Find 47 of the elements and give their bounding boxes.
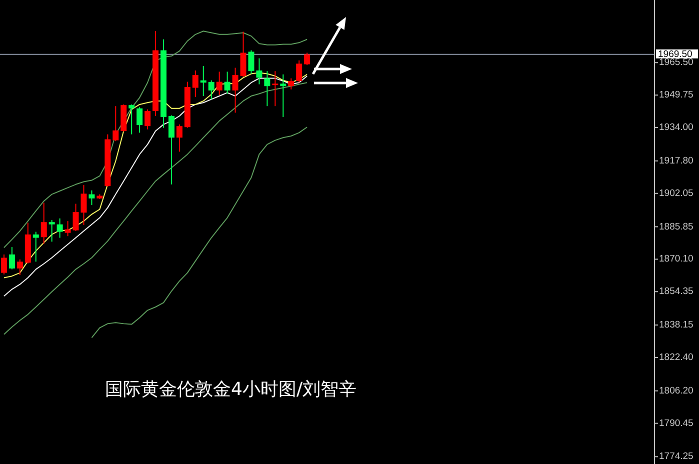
candlestick — [40, 202, 47, 244]
candlestick — [264, 70, 270, 107]
y-tick-label: 1854.35 — [659, 286, 694, 298]
candlestick — [8, 246, 15, 270]
candlestick — [56, 218, 63, 238]
y-tick-label: 1885.85 — [659, 221, 694, 232]
candlestick — [240, 31, 246, 78]
y-tick-label: 1902.05 — [659, 188, 694, 199]
candlestick — [272, 70, 278, 107]
y-tick-label: 1870.10 — [659, 254, 694, 265]
candlestick — [216, 71, 222, 96]
candlestick — [112, 106, 119, 142]
candlestick — [224, 71, 230, 94]
candlestick — [208, 80, 214, 100]
y-tick-label: 1934.00 — [659, 122, 694, 134]
line-series — [91, 126, 308, 338]
candlestick — [88, 190, 95, 206]
candlestick — [176, 124, 182, 152]
line-series — [3, 82, 308, 335]
y-tick-label: 1838.15 — [659, 320, 694, 331]
y-tick-label: 1806.20 — [659, 385, 694, 396]
y-tick-label: 1917.80 — [659, 155, 694, 166]
annotation: 国际黄金伦敦金4小时图/刘智辛 — [105, 379, 357, 400]
candlestick — [248, 50, 254, 74]
candlestick — [144, 108, 151, 130]
y-tick-label: 1965.50 — [659, 57, 694, 68]
candlestick — [304, 52, 310, 66]
y-tick-label: 1949.75 — [659, 90, 694, 101]
ref-line-label: 1969.50 — [658, 48, 692, 60]
y-tick-label: 1822.40 — [659, 352, 694, 363]
candlestick — [64, 220, 71, 237]
candlestick — [296, 60, 302, 84]
candlestick — [0, 254, 7, 275]
candlestick — [136, 106, 143, 134]
candlestick — [16, 258, 23, 276]
candlestick — [232, 67, 238, 114]
y-tick-label: 1774.25 — [659, 451, 694, 462]
candlestick — [280, 74, 286, 118]
candlestick — [192, 70, 198, 98]
candlestick — [168, 114, 174, 185]
candlestick — [256, 58, 262, 85]
candlestick — [32, 231, 39, 262]
candlestick — [48, 220, 55, 242]
line-series — [3, 30, 308, 248]
y-tick-label: 1790.45 — [659, 418, 694, 429]
candlestick — [128, 104, 135, 135]
candlestick — [288, 78, 294, 90]
